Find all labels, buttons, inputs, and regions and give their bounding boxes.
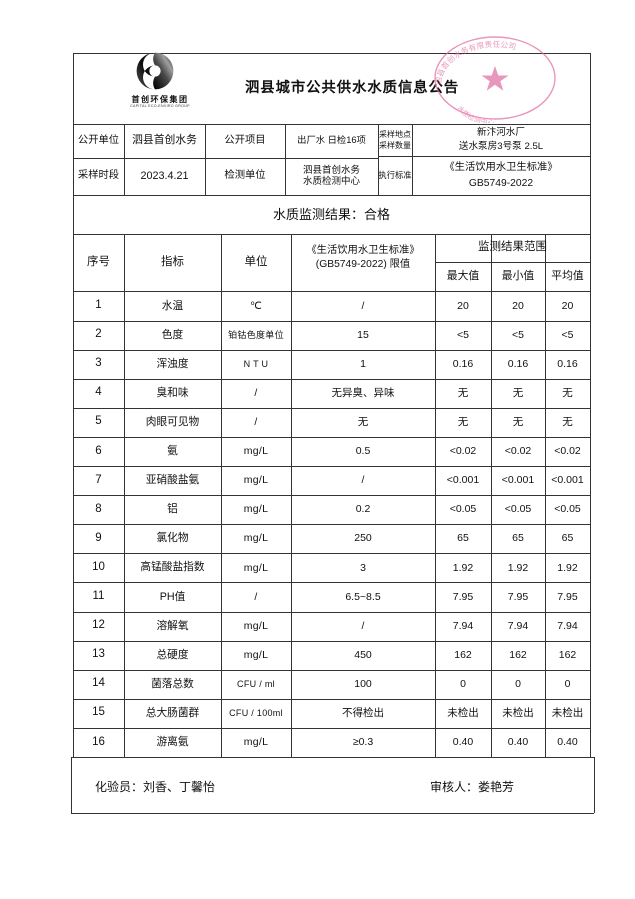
svg-text:水质检测中心: 水质检测中心 <box>456 104 495 123</box>
svg-text:泗县首创水务有限责任公司: 泗县首创水务有限责任公司 <box>434 39 517 85</box>
